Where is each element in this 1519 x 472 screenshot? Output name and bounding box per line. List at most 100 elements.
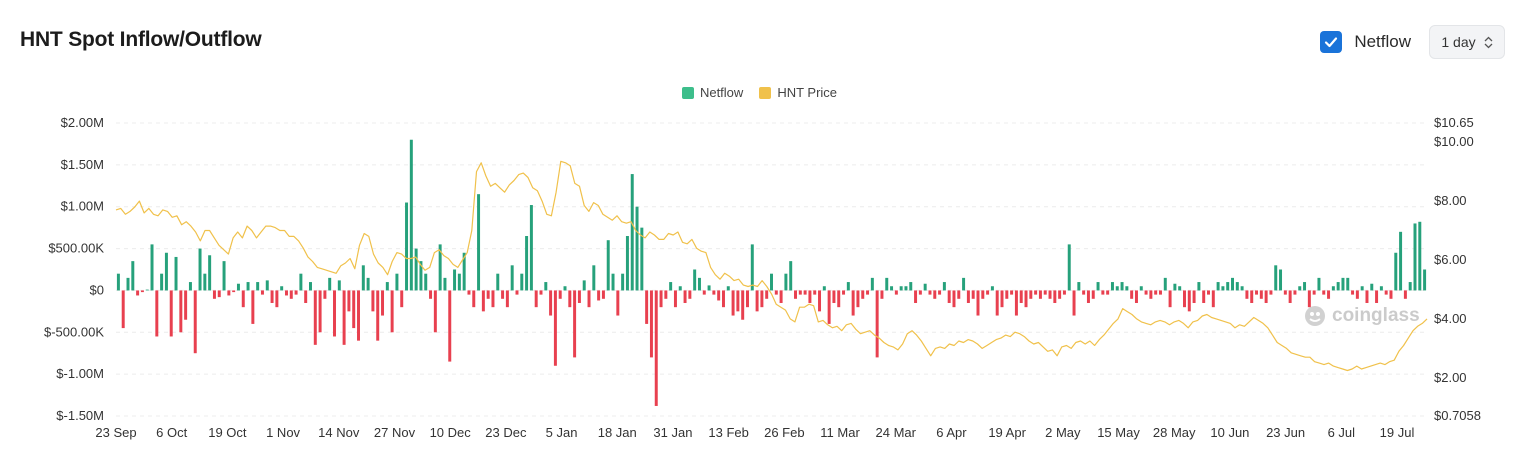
interval-select[interactable]: 1 day: [1429, 25, 1505, 59]
netflow-bar-outflow: [587, 290, 591, 308]
netflow-bar-inflow: [1235, 282, 1239, 291]
netflow-bar-inflow: [174, 256, 178, 291]
netflow-bar-outflow: [577, 290, 581, 303]
netflow-bar-inflow: [366, 277, 370, 291]
netflow-bar-inflow: [1341, 277, 1345, 291]
netflow-bar-outflow: [429, 290, 433, 299]
x-tick-label: 11 Mar: [820, 425, 860, 440]
netflow-bar-outflow: [481, 290, 485, 312]
legend-item-netflow[interactable]: Netflow: [681, 85, 743, 100]
netflow-bar-outflow: [1269, 290, 1273, 295]
netflow-bar-outflow: [179, 290, 183, 333]
x-tick-label: 10 Dec: [430, 425, 472, 440]
netflow-bar-outflow: [1250, 290, 1254, 303]
netflow-bar-outflow: [1005, 290, 1009, 299]
netflow-bar-inflow: [630, 174, 634, 291]
x-tick-label: 19 Jul: [1380, 425, 1415, 440]
netflow-bar-outflow: [184, 290, 188, 320]
netflow-bar-inflow: [246, 282, 250, 291]
netflow-bar-outflow: [241, 290, 245, 308]
x-tick-label: 19 Oct: [208, 425, 247, 440]
netflow-bar-outflow: [289, 290, 293, 299]
netflow-bar-outflow: [1384, 290, 1388, 295]
netflow-bar-inflow: [962, 277, 966, 291]
netflow-bar-outflow: [851, 290, 855, 316]
netflow-bar-inflow: [1221, 286, 1225, 291]
netflow-checkbox[interactable]: [1320, 31, 1343, 53]
netflow-bar-outflow: [1327, 290, 1331, 299]
netflow-bar-inflow: [784, 273, 788, 291]
netflow-bar-outflow: [251, 290, 255, 324]
netflow-bar-inflow: [789, 261, 793, 291]
netflow-bar-outflow: [597, 290, 601, 301]
netflow-bar-outflow: [1010, 290, 1014, 295]
netflow-bar-inflow: [923, 283, 927, 291]
netflow-bar-inflow: [1360, 286, 1364, 291]
netflow-bar-inflow: [611, 273, 615, 291]
netflow-bar-outflow: [1389, 290, 1393, 299]
netflow-bar-inflow: [890, 286, 894, 291]
netflow-bar-outflow: [1264, 290, 1268, 303]
netflow-bar-inflow: [198, 248, 202, 291]
netflow-bar-inflow: [131, 261, 135, 291]
netflow-bar-inflow: [525, 236, 529, 291]
left-tick-label: $2.00M: [61, 115, 104, 130]
netflow-bar-outflow: [755, 290, 759, 312]
netflow-bar-outflow: [1158, 290, 1162, 295]
netflow-bar-inflow: [1110, 282, 1114, 291]
netflow-bar-inflow: [529, 205, 533, 291]
netflow-bar-outflow: [553, 290, 557, 366]
netflow-bar-inflow: [942, 282, 946, 291]
netflow-bar-outflow: [1322, 290, 1326, 295]
netflow-bar-inflow: [337, 280, 341, 291]
netflow-bar-outflow: [659, 290, 663, 308]
x-tick-label: 14 Nov: [318, 425, 360, 440]
netflow-bar-inflow: [1240, 286, 1244, 291]
netflow-bar-inflow: [669, 282, 673, 291]
netflow-bar-outflow: [765, 290, 769, 299]
netflow-bar-inflow: [385, 282, 389, 291]
netflow-bar-outflow: [928, 290, 932, 295]
x-tick-label: 6 Oct: [156, 425, 187, 440]
netflow-bar-inflow: [462, 252, 466, 291]
x-tick-label: 6 Apr: [936, 425, 967, 440]
netflow-bar-outflow: [654, 290, 658, 406]
netflow-bar-inflow: [1399, 231, 1403, 291]
netflow-bar-outflow: [601, 290, 605, 299]
netflow-bar-outflow: [505, 290, 509, 308]
netflow-bar-outflow: [1144, 290, 1148, 295]
left-tick-label: $1.00M: [61, 199, 104, 214]
netflow-bar-outflow: [1375, 290, 1379, 303]
netflow-bar-inflow: [697, 277, 701, 291]
netflow-bar-outflow: [347, 290, 351, 312]
netflow-bar-outflow: [894, 290, 898, 295]
netflow-bar-inflow: [405, 202, 409, 291]
netflow-bar-outflow: [549, 290, 553, 316]
x-tick-label: 10 Jun: [1210, 425, 1249, 440]
netflow-bar-inflow: [1163, 277, 1167, 291]
netflow-bar-outflow: [304, 290, 308, 303]
netflow-bar-outflow: [1000, 290, 1004, 308]
netflow-bar-outflow: [342, 290, 346, 345]
netflow-bar-inflow: [1370, 283, 1374, 291]
netflow-bar-outflow: [808, 290, 812, 303]
netflow-bar-outflow: [1014, 290, 1018, 316]
netflow-bar-outflow: [1134, 290, 1138, 303]
x-tick-label: 5 Jan: [546, 425, 578, 440]
netflow-bar-outflow: [357, 290, 360, 341]
netflow-bar-inflow: [885, 277, 889, 291]
netflow-bar-inflow: [361, 265, 365, 291]
netflow-bar-outflow: [1082, 290, 1086, 295]
netflow-bar-inflow: [309, 282, 312, 291]
netflow-checkbox-label[interactable]: Netflow: [1354, 32, 1411, 51]
netflow-bar-inflow: [520, 273, 524, 291]
watermark: coinglass: [1303, 304, 1420, 328]
netflow-bar-outflow: [352, 290, 356, 329]
netflow-bar-outflow: [515, 290, 519, 295]
netflow-bar-outflow: [275, 290, 279, 308]
legend-item-price[interactable]: HNT Price: [759, 85, 837, 100]
x-tick-label: 23 Dec: [485, 425, 527, 440]
netflow-bar-outflow: [169, 290, 173, 337]
netflow-bar-outflow: [741, 290, 745, 320]
